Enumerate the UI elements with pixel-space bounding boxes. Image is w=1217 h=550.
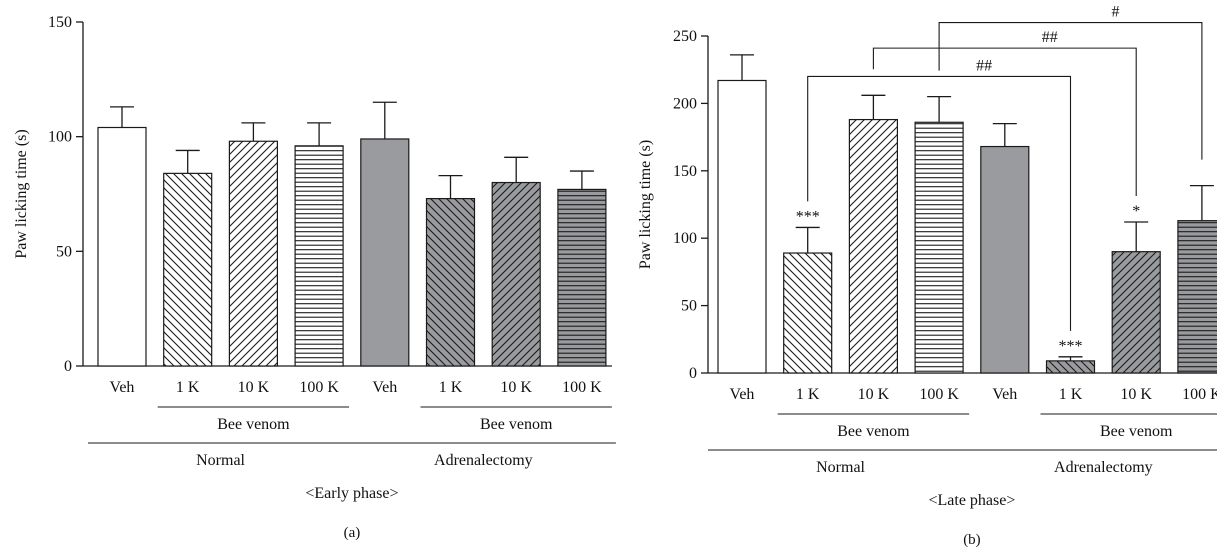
chart-panel-a: 0 50 100 150 Paw licking time (s) Veh 1 K 10 K 1… [13, 14, 616, 541]
bracket-label: ## [976, 57, 992, 74]
y-tick-label: 0 [689, 365, 697, 382]
x-tick-label: 10 K [500, 379, 532, 396]
x-tick-label: Veh [110, 379, 135, 396]
y-tick-label: 50 [56, 243, 72, 260]
y-tick-label: 200 [673, 95, 697, 112]
bar-hatch [492, 182, 541, 366]
x-tick-label: 10 K [1120, 386, 1152, 403]
bar-hatch [557, 189, 606, 366]
bar-hatch [783, 253, 832, 373]
y-axis-title: Paw licking time (s) [637, 140, 654, 269]
bar-hatch [295, 145, 344, 366]
phase-label: <Early phase> [305, 485, 398, 502]
bar-hatch [849, 119, 898, 374]
x-tick-label: Veh [730, 386, 755, 403]
comparison-bracket [872, 47, 1137, 197]
bar-hatch [1177, 220, 1217, 373]
bracket-label: ## [1042, 29, 1058, 46]
bar [718, 80, 766, 373]
y-tick-label: 150 [48, 14, 72, 31]
panel-label: (b) [963, 532, 981, 548]
y-tick-label: 0 [64, 358, 72, 375]
group-label: Normal [196, 452, 245, 469]
x-tick-label: 1 K [439, 379, 463, 396]
group-label: Normal [816, 459, 865, 476]
significance-mark: *** [796, 208, 820, 225]
x-tick-label: 1 K [176, 379, 200, 396]
x-tick-label: Veh [992, 386, 1017, 403]
bar-hatch [915, 122, 964, 373]
phase-label: <Late phase> [928, 492, 1015, 509]
x-tick-label: Veh [372, 379, 397, 396]
comparison-bracket [807, 75, 1072, 331]
x-tick-label: 100 K [562, 379, 602, 396]
significance-mark: * [1132, 203, 1140, 220]
x-tick-label: 10 K [238, 379, 270, 396]
y-tick-label: 250 [673, 28, 697, 45]
bar-hatch [163, 173, 212, 366]
subgroup-label: Bee venom [1100, 423, 1173, 440]
bar [980, 146, 1029, 373]
x-tick-label: 100 K [1182, 386, 1217, 403]
subgroup-label: Bee venom [480, 416, 553, 433]
x-tick-label: 10 K [858, 386, 890, 403]
significance-mark: *** [1059, 338, 1083, 355]
x-tick-label: 100 K [919, 386, 959, 403]
subgroup-label: Bee venom [837, 423, 910, 440]
bar [360, 138, 409, 366]
bar-hatch [1112, 251, 1161, 373]
y-tick-label: 100 [48, 129, 72, 146]
x-tick-label: 100 K [299, 379, 339, 396]
bar-hatch [1046, 360, 1095, 373]
y-axis-title: Paw licking time (s) [13, 129, 30, 258]
group-label: Adrenalectomy [434, 452, 533, 469]
group-label: Adrenalectomy [1054, 459, 1153, 476]
subgroup-label: Bee venom [217, 416, 290, 433]
panel-label: (a) [344, 525, 361, 541]
x-tick-label: 1 K [1059, 386, 1083, 403]
bar-hatch [426, 198, 475, 366]
bar [98, 127, 146, 366]
x-tick-label: 1 K [796, 386, 820, 403]
bracket-label: # [1112, 4, 1120, 21]
comparison-bracket [938, 21, 1203, 160]
y-tick-label: 100 [673, 230, 697, 247]
y-tick-label: 150 [673, 163, 697, 180]
y-tick-label: 50 [681, 298, 697, 315]
bar-hatch [229, 141, 278, 366]
